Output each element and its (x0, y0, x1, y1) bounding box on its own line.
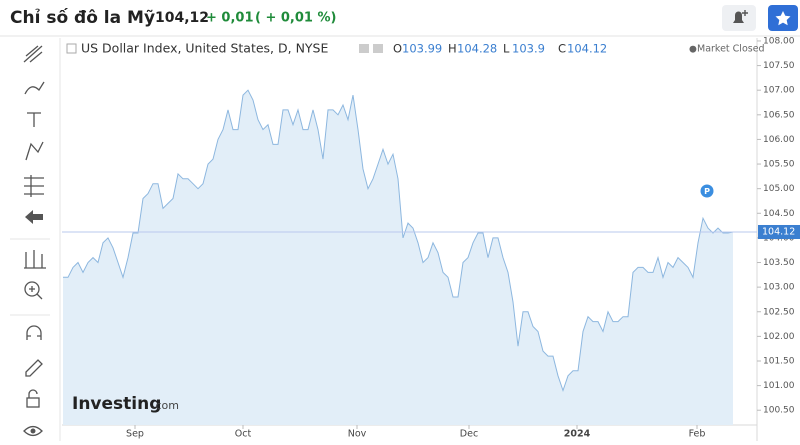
price-line (63, 89, 734, 393)
toolbar (10, 38, 61, 441)
y-tick-label: 107.50 (763, 61, 795, 71)
watchlist-button[interactable] (768, 5, 798, 31)
tool-fib[interactable] (24, 175, 44, 197)
alert-button[interactable] (722, 5, 756, 31)
ohlc-value: 103.99 (402, 42, 442, 56)
x-tick-label: 2024 (564, 429, 591, 440)
ohlc-key: H (448, 42, 457, 56)
x-tick-label: Feb (689, 429, 706, 440)
tool-back[interactable] (25, 210, 43, 224)
y-tick-label: 105.50 (763, 160, 795, 170)
y-tick-label: 104.50 (763, 209, 795, 219)
area-fill (63, 90, 733, 425)
x-tick-label: Oct (235, 429, 252, 440)
market-dot: ● (689, 45, 697, 55)
change: + 0,01 (206, 11, 254, 26)
last-price-label: 104.12 (762, 226, 795, 237)
market-status: Market Closed (697, 44, 765, 55)
x-tick-label: Dec (460, 429, 478, 440)
change-pct: ( + 0,01 %) (255, 11, 336, 26)
ohlc-key: C (558, 42, 566, 56)
tool-lock-draw[interactable] (25, 359, 43, 377)
ohlc-value: 104.28 (457, 42, 497, 56)
y-tick-label: 105.00 (763, 184, 795, 194)
ohlc-key: O (393, 42, 402, 56)
tool-brush[interactable] (24, 81, 45, 95)
y-tick-label: 101.00 (763, 381, 795, 391)
ohlc-value: 104.12 (567, 42, 607, 56)
chart-title: US Dollar Index, United States, D, NYSE (81, 41, 328, 56)
tool-lock[interactable] (26, 389, 40, 408)
y-tick-label: 103.00 (763, 283, 795, 293)
tool-zoom[interactable] (24, 281, 43, 300)
y-tick-label: 107.00 (763, 86, 795, 96)
ohlc-value: 103.9 (512, 42, 545, 56)
y-tick-label: 106.00 (763, 135, 795, 145)
x-tick-label: Sep (126, 429, 144, 440)
tool-magnet[interactable] (26, 325, 42, 340)
y-tick-label: 100.50 (763, 406, 795, 416)
event-marker (700, 184, 714, 198)
tool-indicators[interactable] (24, 250, 46, 269)
x-tick-label: Nov (348, 429, 367, 440)
y-tick-label: 102.50 (763, 307, 795, 317)
ohlc-key: L (503, 42, 510, 56)
last-price-box (758, 224, 800, 239)
tool-text[interactable] (27, 112, 41, 127)
page-title: Chỉ số đô la Mỹ (10, 7, 155, 28)
legend-icons[interactable] (66, 43, 383, 54)
y-tick-label: 106.50 (763, 110, 795, 120)
event-marker-label: P (704, 187, 710, 196)
tool-visibility[interactable] (23, 425, 43, 437)
watermark-suffix: .com (152, 399, 179, 412)
tool-pattern[interactable] (25, 141, 44, 161)
y-tick-label: 101.50 (763, 356, 795, 366)
watermark: Investing (72, 394, 161, 414)
y-tick-label: 103.50 (763, 258, 795, 268)
tool-lines[interactable] (23, 45, 43, 63)
y-tick-label: 108.00 (763, 36, 795, 46)
price: 104,12 (155, 10, 209, 26)
y-tick-label: 102.00 (763, 332, 795, 342)
